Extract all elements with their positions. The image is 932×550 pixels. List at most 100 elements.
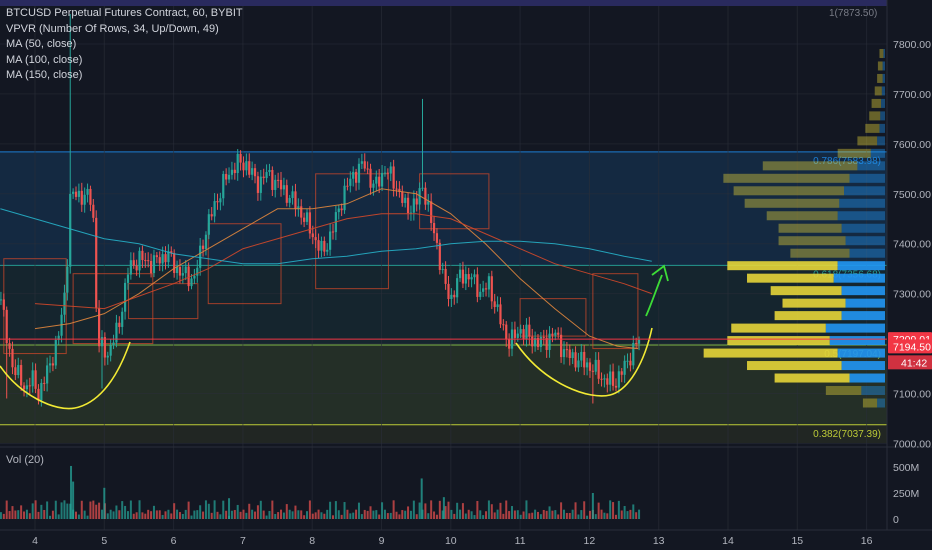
volume-bar	[77, 514, 80, 519]
volume-bar	[383, 509, 386, 519]
volume-bar	[40, 504, 43, 519]
volume-bar	[317, 509, 320, 519]
vpvr-bar-down	[871, 98, 882, 108]
moving-averages	[0, 188, 652, 350]
candle-body	[502, 324, 505, 326]
vpvr-bar-down	[762, 161, 858, 171]
candle-body	[17, 365, 20, 376]
candle-body	[482, 288, 485, 292]
volume-bar	[262, 510, 265, 519]
candle-body	[363, 161, 366, 169]
candle-body	[583, 351, 586, 368]
volume-legend[interactable]: Vol (20)	[6, 454, 44, 466]
volume-bar	[580, 510, 583, 519]
volume-bar	[167, 509, 170, 519]
volume-bar	[606, 513, 609, 519]
volume-bar	[473, 515, 476, 519]
volume-bar	[112, 511, 115, 519]
volume-bar	[485, 511, 488, 519]
candle-body	[389, 166, 392, 174]
volume-bar	[256, 505, 259, 519]
volume-bar	[479, 510, 482, 519]
volume-bar	[557, 514, 560, 519]
ma150-legend[interactable]: MA (150, close)	[6, 69, 83, 81]
volume-bar	[184, 509, 187, 519]
candle-body	[591, 370, 594, 372]
volume-bar	[124, 505, 127, 519]
time-tick-label: 10	[445, 535, 457, 547]
candle-body	[161, 254, 164, 264]
candle-body	[314, 237, 317, 241]
volume-bar	[404, 510, 407, 519]
candle-body	[288, 198, 291, 203]
volume-bar	[360, 514, 363, 519]
symbol-title[interactable]: BTCUSD Perpetual Futures Contract, 60, B…	[6, 7, 243, 19]
time-tick-label: 7	[240, 535, 246, 547]
volume-bar	[126, 511, 129, 519]
candle-body	[427, 201, 430, 205]
volume-bar	[219, 514, 222, 519]
candle-body	[239, 153, 242, 163]
volume-bar	[207, 503, 210, 519]
price-tick-label: 7300.00	[893, 289, 931, 301]
volume-bar	[150, 511, 153, 519]
volume-bar	[632, 504, 635, 519]
candle-body	[199, 245, 202, 268]
volume-bar	[230, 510, 233, 519]
candle-body	[614, 385, 618, 388]
candle-body	[262, 176, 265, 179]
candle-body	[508, 339, 511, 349]
candle-body	[626, 360, 629, 362]
vpvr-bar-down	[837, 148, 871, 158]
volume-bar	[213, 500, 216, 519]
cup-curve-right	[515, 327, 653, 397]
volume-bar	[95, 504, 98, 519]
price-tick-label: 7100.00	[893, 389, 931, 401]
volume-bar	[129, 500, 132, 519]
candle-body	[14, 367, 17, 376]
volume-bar	[577, 514, 580, 519]
volume-bar	[496, 509, 499, 519]
volume-bar	[233, 510, 236, 519]
time-tick-label: 6	[171, 535, 177, 547]
ma100-legend[interactable]: MA (100, close)	[6, 53, 83, 66]
candle-body	[611, 371, 615, 386]
volume-bar	[609, 500, 612, 519]
volume-bar	[135, 512, 138, 519]
volume-bar	[329, 501, 332, 519]
candle-body	[369, 168, 372, 188]
candle-body	[343, 185, 346, 211]
volume-bar	[5, 500, 8, 519]
candle-body	[349, 178, 352, 186]
volume-bar	[366, 510, 369, 519]
volume-bar	[158, 510, 161, 519]
ma50-legend[interactable]: MA (50, close)	[6, 38, 77, 50]
volume-bar	[352, 512, 355, 519]
candle-body	[496, 304, 499, 308]
candle-body	[395, 188, 398, 190]
candle-body	[256, 176, 260, 193]
vpvr-legend[interactable]: VPVR (Number Of Rows, 34, Up/Down, 49)	[6, 22, 219, 35]
volume-bar	[638, 509, 641, 519]
volume-bar	[435, 514, 438, 519]
volume-bar	[98, 502, 101, 519]
candle-body	[0, 299, 3, 301]
candle-body	[187, 266, 190, 287]
volume-bar	[155, 510, 158, 519]
candle-body	[635, 342, 638, 344]
volume-bar	[75, 511, 78, 519]
volume-bar	[334, 501, 337, 519]
vpvr-profile	[703, 48, 885, 408]
candle-body	[617, 371, 620, 388]
volume-bar	[505, 500, 508, 519]
vpvr-bar-up	[849, 373, 885, 383]
volume-bar	[464, 513, 467, 519]
volume-bar	[447, 501, 450, 519]
candle-body	[100, 337, 104, 347]
volume-bar	[288, 509, 291, 519]
candle-body	[585, 362, 589, 368]
candle-body	[326, 249, 329, 252]
candle-body	[456, 278, 459, 298]
candle-body	[447, 283, 450, 299]
